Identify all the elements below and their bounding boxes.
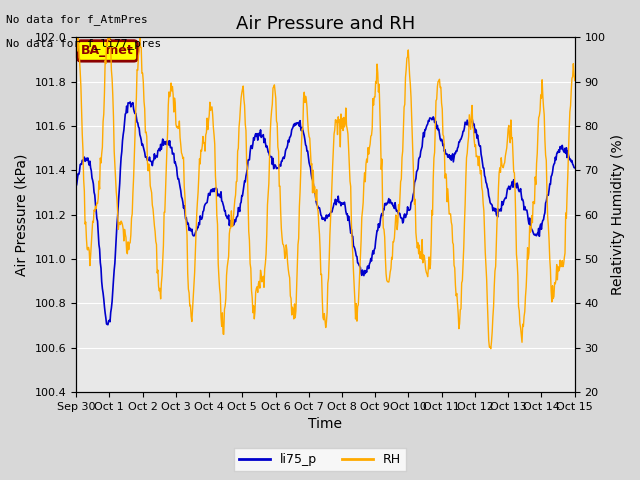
Text: No data for f_AtmPres: No data for f_AtmPres xyxy=(6,14,148,25)
RH xyxy=(571,78,579,84)
Y-axis label: Air Pressure (kPa): Air Pressure (kPa) xyxy=(15,154,29,276)
li75_p xyxy=(387,200,395,205)
Text: No data for f_li77_pres: No data for f_li77_pres xyxy=(6,38,162,49)
RH xyxy=(74,35,82,40)
li75_p xyxy=(571,165,579,171)
Text: BA_met: BA_met xyxy=(81,45,134,58)
Title: Air Pressure and RH: Air Pressure and RH xyxy=(236,15,415,33)
RH xyxy=(72,39,80,45)
Line: RH: RH xyxy=(76,37,575,348)
li75_p xyxy=(72,184,80,190)
RH xyxy=(387,269,394,275)
li75_p xyxy=(402,215,410,220)
Y-axis label: Relativity Humidity (%): Relativity Humidity (%) xyxy=(611,134,625,295)
RH xyxy=(487,346,495,351)
RH xyxy=(210,132,218,138)
RH xyxy=(133,67,141,72)
li75_p xyxy=(211,186,219,192)
li75_p xyxy=(81,158,89,164)
RH xyxy=(401,102,408,108)
li75_p xyxy=(184,221,192,227)
li75_p xyxy=(104,322,112,327)
li75_p xyxy=(126,99,134,105)
Legend: li75_p, RH: li75_p, RH xyxy=(234,448,406,471)
X-axis label: Time: Time xyxy=(308,418,342,432)
RH xyxy=(82,219,90,225)
Line: li75_p: li75_p xyxy=(76,102,575,324)
RH xyxy=(184,270,191,276)
li75_p xyxy=(134,120,141,126)
